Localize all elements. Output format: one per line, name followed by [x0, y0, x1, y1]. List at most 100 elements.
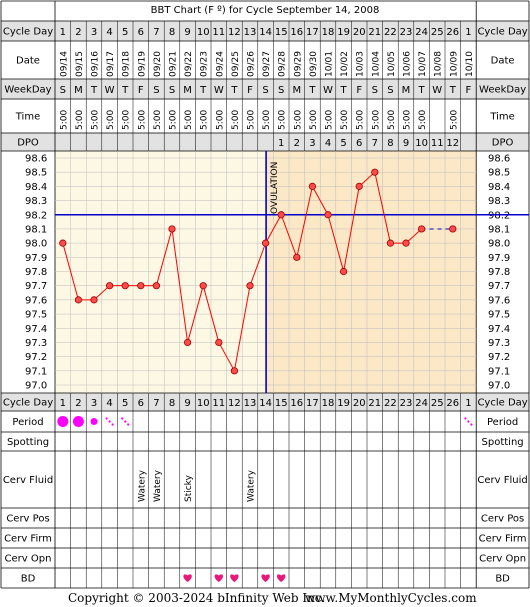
temp-point [355, 182, 363, 190]
cycle-day-label: 15 [275, 27, 288, 38]
bd-heart-icon [230, 574, 239, 582]
dpo-label: 8 [387, 138, 393, 149]
row-label-cerv-fluid-left: Cerv Fluid [3, 475, 53, 486]
cycle-day-label-bottom: 15 [275, 398, 288, 409]
weekday-label: M [74, 85, 83, 96]
dpo-label: 1 [278, 138, 284, 149]
cycle-day-label-bottom: 9 [184, 398, 190, 409]
weekday-label: T [308, 85, 316, 96]
cycle-day-label: 1 [60, 27, 66, 38]
cycle-day-label-bottom: 2 [75, 398, 81, 409]
row-label-date-left: Date [16, 56, 40, 67]
time-label: 5:00 [356, 110, 366, 130]
weekday-label: M [183, 85, 192, 96]
y-tick-label-left: 97.8 [25, 267, 47, 278]
date-label: 10/09 [449, 51, 459, 77]
date-label: 09/25 [231, 51, 241, 77]
date-label: 10/05 [387, 51, 397, 77]
cycle-day-label-bottom: 1 [465, 398, 471, 409]
time-label: 5:00 [184, 110, 194, 130]
temp-point [137, 282, 145, 290]
cycle-day-label-bottom: 8 [169, 398, 175, 409]
cycle-day-label-bottom: 6 [138, 398, 144, 409]
row-label-time-right: Time [489, 112, 514, 123]
cycle-day-label-bottom: 14 [259, 398, 272, 409]
time-label: 5:00 [59, 110, 69, 130]
cycle-day-label-bottom: 19 [337, 398, 350, 409]
temp-point [184, 338, 192, 347]
y-tick-label-left: 97.2 [25, 352, 47, 363]
temp-point [277, 211, 285, 219]
bd-heart-icon [214, 574, 223, 582]
row-label-cerv-opn-left: Cerv Opn [5, 554, 52, 565]
cycle-day-label: 17 [306, 27, 319, 38]
date-label: 09/24 [215, 51, 225, 77]
y-tick-label-left: 97.5 [25, 310, 47, 321]
cycle-day-label: 22 [384, 27, 397, 38]
time-label: 5:00 [231, 110, 241, 130]
weekday-label: S [169, 85, 175, 96]
cycle-day-label: 14 [259, 27, 272, 38]
y-tick-label-left: 97.3 [25, 338, 47, 349]
cycle-day-label-bottom: 1 [60, 398, 66, 409]
weekday-label: S [262, 85, 268, 96]
date-label: 09/21 [169, 51, 179, 77]
weekday-label: F [356, 85, 362, 96]
cycle-day-label-bottom: 18 [322, 398, 335, 409]
y-tick-label-right: 97.0 [488, 381, 510, 392]
dpo-label: 3 [309, 138, 315, 149]
y-tick-label-left: 97.7 [25, 281, 47, 292]
cycle-day-label: 2 [75, 27, 81, 38]
y-tick-label-right: 97.9 [488, 253, 510, 264]
row-label-time-left: Time [15, 112, 40, 123]
date-label: 09/29 [293, 51, 303, 77]
time-label: 5:00 [91, 110, 101, 130]
y-tick-label-left: 98.2 [25, 210, 47, 221]
weekday-label: F [138, 85, 144, 96]
weekday-label: S [278, 85, 284, 96]
weekday-label: S [372, 85, 378, 96]
temp-line-segment [218, 342, 235, 372]
date-label: 09/15 [75, 51, 85, 77]
dpo-label: 6 [356, 138, 362, 149]
cycle-day-label: 21 [368, 27, 381, 38]
row-label-weekday-left: WeekDay [4, 85, 51, 96]
y-tick-label-left: 98.1 [25, 224, 47, 235]
temp-point [386, 239, 394, 247]
row-label-period-right: Period [487, 417, 518, 428]
y-tick-label-right: 97.3 [488, 338, 510, 349]
period-heavy-marker [72, 416, 84, 427]
row-label-cerv-firm-left: Cerv Firm [4, 534, 52, 545]
cycle-day-label: 5 [122, 27, 128, 38]
y-tick-label-left: 97.4 [25, 324, 47, 335]
temp-line-segment [374, 172, 391, 244]
cycle-day-label-bottom: 20 [353, 398, 366, 409]
time-label: 5:00 [200, 110, 210, 130]
weekday-label: F [247, 85, 253, 96]
date-label: 09/28 [278, 51, 288, 77]
cycle-day-label: 4 [106, 27, 112, 38]
dpo-label: 12 [446, 138, 459, 149]
y-tick-label-left: 97.1 [25, 366, 47, 377]
time-label: 5:00 [449, 110, 459, 130]
y-tick-label-right: 98.1 [488, 224, 510, 235]
temp-point [402, 239, 410, 247]
date-label: 09/19 [137, 51, 147, 77]
time-label: 5:00 [122, 110, 132, 130]
row-label-bd-right: BD [495, 574, 510, 585]
y-tick-label-right: 98.6 [488, 154, 510, 165]
dpo-label: 5 [340, 138, 346, 149]
date-label: 09/27 [262, 51, 272, 77]
cycle-day-label: 9 [184, 27, 190, 38]
site-link[interactable]: www.MyMonthlyCycles.com [305, 591, 477, 605]
weekday-label: S [153, 85, 159, 96]
cycle-day-label-bottom: 25 [431, 398, 444, 409]
ovulation-label: OVULATION [270, 162, 280, 214]
row-label-cycle-day-right: Cycle Day [477, 27, 527, 38]
date-label: 09/14 [59, 51, 69, 77]
y-tick-label-right: 97.5 [488, 310, 510, 321]
post-ovulation-area [266, 151, 477, 393]
cycle-day-label-bottom: 22 [384, 398, 397, 409]
weekday-label: T [340, 85, 348, 96]
date-label: 09/20 [153, 51, 163, 77]
